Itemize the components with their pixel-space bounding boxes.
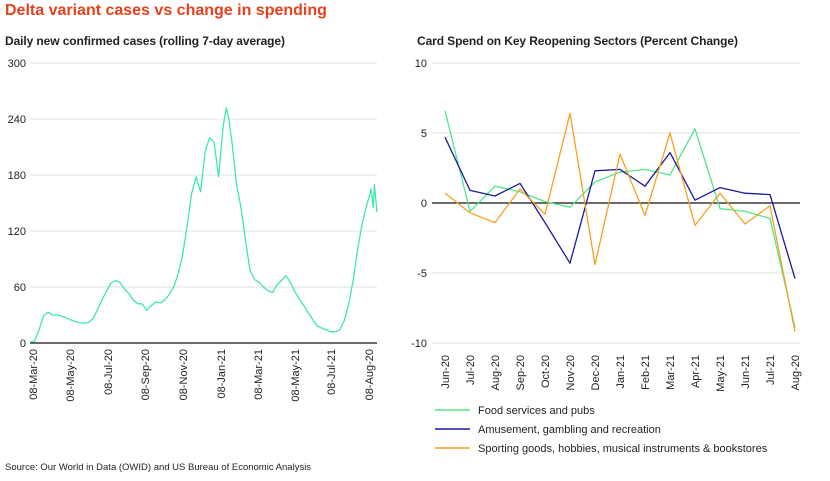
- spend-y-tick-label: 5: [421, 128, 427, 140]
- sporting-goods-line: [444, 112, 796, 332]
- spend-y-tick-label: 10: [415, 58, 427, 70]
- legend-item-amusement: Amusement, gambling and recreation: [478, 424, 661, 436]
- spend-x-tick-label: Dec-20: [590, 355, 602, 390]
- spend-y-tick-label: -5: [417, 268, 427, 280]
- cases-x-tick-label: 08-Jul-20: [103, 349, 115, 395]
- cases-y-tick-label: 0: [20, 338, 26, 350]
- cases-y-tick-label: 60: [14, 282, 26, 294]
- cases-x-tick-label: 08-Jul-21: [326, 349, 338, 395]
- spend-chart-title: Card Spend on Key Reopening Sectors (Per…: [417, 34, 738, 48]
- cases-y-tick-label: 120: [8, 226, 26, 238]
- cases-y-tick-label: 300: [8, 58, 26, 70]
- spend-chart: -10 -5 0 5 10 Jun-20 Jul-20 Aug-20 Sep-20 Oct-20 N…: [411, 58, 802, 392]
- spend-x-tick-label: Jul-20: [465, 355, 477, 385]
- spend-x-tick-label: Aug-20: [790, 355, 802, 390]
- cases-chart: 0 60 120 180 240 300 08-Mar-20 08-May-20 08-Jul-…: [8, 58, 378, 402]
- cases-line: [29, 107, 378, 343]
- cases-x-tick-label: 08-Aug-20: [364, 349, 376, 400]
- cases-x-tick-label: 08-Mar-21: [253, 349, 265, 400]
- cases-x-tick-label: 08-May-20: [65, 349, 77, 402]
- spend-x-tick-label: May-21: [715, 355, 727, 392]
- cases-x-tick-label: 08-May-21: [290, 349, 302, 402]
- amusement-line: [444, 136, 796, 279]
- spend-x-tick-label: Jun-21: [740, 355, 752, 389]
- legend-item-food-services: Food services and pubs: [478, 405, 595, 417]
- spend-x-tick-label: Mar-21: [665, 355, 677, 390]
- source-note: Source: Our World in Data (OWID) and US …: [5, 462, 312, 473]
- spend-x-tick-label: Feb-21: [640, 355, 652, 390]
- cases-x-tick-label: 08-Mar-20: [28, 349, 40, 400]
- spend-x-tick-label: Sep-20: [515, 355, 527, 390]
- cases-y-tick-label: 180: [8, 170, 26, 182]
- food-services-line: [444, 110, 796, 328]
- spend-x-tick-label: Jun-20: [440, 355, 452, 389]
- spend-x-tick-label: Oct-20: [540, 355, 552, 388]
- cases-x-tick-label: 08-Nov-20: [178, 349, 190, 400]
- page-title: Delta variant cases vs change in spendin…: [5, 2, 327, 19]
- spend-y-tick-label: -10: [411, 338, 427, 350]
- legend-item-sporting-goods: Sporting goods, hobbies, musical instrum…: [478, 443, 768, 455]
- cases-y-tick-label: 240: [8, 114, 26, 126]
- spend-x-tick-label: Aug-20: [490, 355, 502, 390]
- spend-x-tick-label: Apr-21: [690, 355, 702, 388]
- cases-x-tick-label: 08-Jan-21: [216, 349, 228, 399]
- spend-x-tick-label: Jan-21: [615, 355, 627, 389]
- cases-chart-title: Daily new confirmed cases (rolling 7-day…: [5, 34, 285, 48]
- cases-x-tick-label: 08-Sep-20: [140, 349, 152, 400]
- spend-x-tick-label: Nov-20: [565, 355, 577, 390]
- spend-x-tick-label: Jul-21: [765, 355, 777, 385]
- spend-chart-legend: Food services and pubs Amusement, gamblin…: [435, 405, 768, 455]
- spend-y-tick-label: 0: [421, 198, 427, 210]
